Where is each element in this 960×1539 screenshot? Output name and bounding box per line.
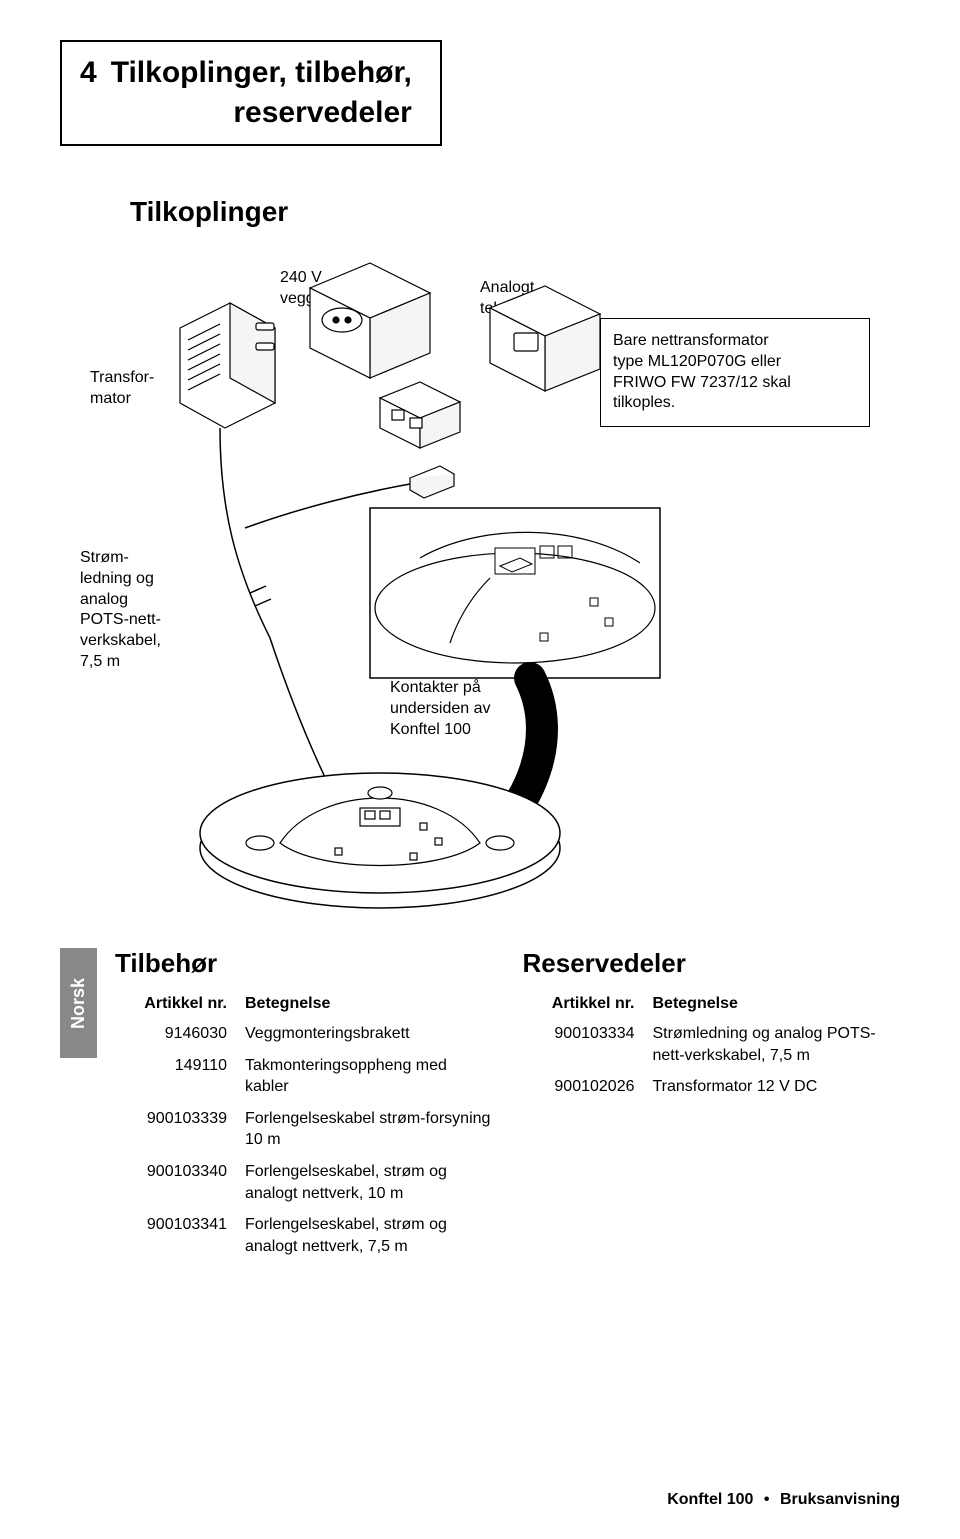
footer-dot: • (764, 1491, 770, 1508)
table-row: 9146030Veggmonteringsbrakett (115, 1023, 493, 1045)
article-description: Forlengelseskabel, strøm og analogt nett… (245, 1214, 493, 1257)
table-row: 900103341Forlengelseskabel, strøm og ana… (115, 1214, 493, 1257)
footer: Konftel 100 • Bruksanvisning (667, 1491, 900, 1509)
article-description: Takmonteringsoppheng med kabler (245, 1055, 493, 1098)
article-number: 900102026 (523, 1076, 653, 1098)
footer-doc: Bruksanvisning (780, 1491, 900, 1508)
cable-line (220, 428, 335, 798)
subheading-tilkoplinger: Tilkoplinger (130, 196, 900, 228)
reservedeler-col-art: Artikkel nr. (523, 995, 653, 1013)
title-line1: Tilkoplinger, tilbehør, (111, 56, 412, 90)
reservedeler-heading: Reservedeler (523, 948, 901, 979)
diagram-area: Transfor- mator 240 V veggkontakt Analog… (60, 248, 900, 928)
tilbehor-col-art: Artikkel nr. (115, 995, 245, 1013)
article-number: 900103334 (523, 1023, 653, 1066)
title-line2: reservedeler (120, 96, 412, 130)
article-description: Forlengelseskabel strøm-forsyning 10 m (245, 1108, 493, 1151)
article-number: 149110 (115, 1055, 245, 1098)
table-row: 900102026Transformator 12 V DC (523, 1076, 901, 1098)
adapter-icon (380, 382, 460, 448)
article-description: Veggmonteringsbrakett (245, 1023, 493, 1045)
diagram-svg (60, 248, 900, 928)
tilbehor-col-bet: Betegnelse (245, 995, 493, 1013)
article-description: Strømledning og analog POTS-nett-verkska… (653, 1023, 901, 1066)
table-row: 900103339Forlengelseskabel strøm-forsyni… (115, 1108, 493, 1151)
title-box: 4 Tilkoplinger, tilbehør, reservedeler (60, 40, 442, 146)
plug-icon (410, 466, 454, 498)
reservedeler-col-bet: Betegnelse (653, 995, 901, 1013)
reservedeler-block: Reservedeler Artikkel nr. Betegnelse 900… (523, 948, 901, 1267)
tilbehor-block: Tilbehør Artikkel nr. Betegnelse 9146030… (115, 948, 493, 1267)
tilbehor-heading: Tilbehør (115, 948, 493, 979)
transformer-icon (180, 303, 275, 428)
konftel-device-icon (200, 773, 560, 908)
table-row: 149110Takmonteringsoppheng med kabler (115, 1055, 493, 1098)
article-number: 900103341 (115, 1214, 245, 1257)
article-number: 900103339 (115, 1108, 245, 1151)
article-description: Forlengelseskabel, strøm og analogt nett… (245, 1161, 493, 1204)
bottom-section: Norsk Tilbehør Artikkel nr. Betegnelse 9… (60, 948, 900, 1267)
wall-socket-icon (310, 263, 430, 378)
table-row: 900103340Forlengelseskabel, strøm og ana… (115, 1161, 493, 1204)
section-number: 4 (80, 56, 97, 90)
detail-inset (370, 508, 660, 678)
article-number: 900103340 (115, 1161, 245, 1204)
article-description: Transformator 12 V DC (653, 1076, 901, 1098)
language-tab: Norsk (60, 948, 97, 1058)
table-row: 900103334Strømledning og analog POTS-net… (523, 1023, 901, 1066)
article-number: 9146030 (115, 1023, 245, 1045)
footer-product: Konftel 100 (667, 1491, 753, 1508)
phone-jack-icon (490, 286, 600, 391)
